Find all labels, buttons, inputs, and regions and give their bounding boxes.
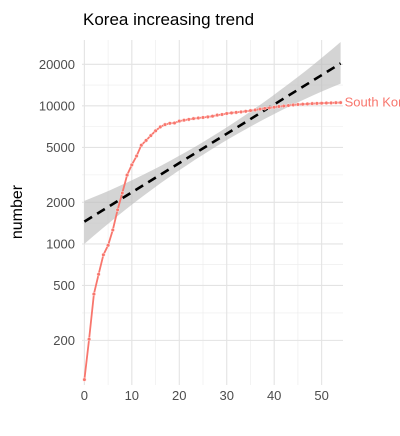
trend-line	[83, 62, 342, 223]
series-points	[82, 100, 343, 382]
data-point	[272, 105, 277, 110]
data-point	[134, 153, 139, 158]
y-tick-label: 1000	[46, 236, 75, 251]
data-point	[267, 105, 272, 110]
data-point	[91, 292, 96, 297]
data-point	[329, 100, 334, 105]
y-axis-label: number	[9, 184, 26, 239]
data-point	[181, 118, 186, 123]
y-tick-label: 10000	[39, 98, 75, 113]
data-point	[205, 114, 210, 119]
grid-major	[82, 40, 343, 385]
data-point	[144, 138, 149, 143]
data-point	[253, 107, 258, 112]
x-tick-label: 20	[172, 388, 186, 403]
data-point	[248, 108, 253, 113]
data-point	[305, 101, 310, 106]
data-point	[191, 116, 196, 121]
x-tick-label: 30	[220, 388, 234, 403]
y-tick-label: 500	[53, 278, 75, 293]
data-point	[319, 101, 324, 106]
data-point	[139, 143, 144, 148]
trend-fit-line	[83, 62, 342, 223]
data-point	[106, 243, 111, 248]
data-point	[295, 102, 300, 107]
data-point	[281, 103, 286, 108]
data-point	[82, 377, 87, 382]
x-tick-label: 10	[125, 388, 139, 403]
data-point	[310, 101, 315, 106]
data-point	[148, 133, 153, 138]
data-point	[276, 104, 281, 109]
data-point	[129, 162, 134, 167]
data-point	[115, 207, 120, 212]
data-point	[234, 110, 239, 115]
x-tick-label: 40	[267, 388, 281, 403]
y-tick-label: 2000	[46, 195, 75, 210]
data-point	[324, 100, 329, 105]
data-point	[291, 102, 296, 107]
data-point	[125, 173, 130, 178]
data-point	[338, 100, 343, 105]
data-point	[177, 119, 182, 124]
data-point	[110, 227, 115, 232]
data-point	[224, 111, 229, 116]
data-point	[314, 101, 319, 106]
data-point	[262, 106, 267, 111]
data-point	[243, 109, 248, 114]
data-point	[229, 110, 234, 115]
series-label: South Korea	[345, 95, 400, 110]
data-point	[286, 103, 291, 108]
data-point	[96, 272, 101, 277]
y-axis-ticks: 200 500 1000 2000 5000 10000 20000	[39, 57, 75, 348]
data-point	[210, 114, 215, 119]
data-point	[196, 115, 201, 120]
data-point	[101, 252, 106, 257]
x-tick-label: 0	[81, 388, 88, 403]
x-tick-label: 50	[314, 388, 328, 403]
y-tick-label: 5000	[46, 140, 75, 155]
data-point	[219, 112, 224, 117]
data-point	[87, 337, 92, 342]
series-labels: South Korea	[345, 95, 400, 110]
x-axis-ticks: 0 10 20 30 40 50	[81, 388, 329, 403]
data-point	[200, 115, 205, 120]
y-tick-label: 200	[53, 333, 75, 348]
data-point	[162, 122, 167, 127]
data-point	[300, 102, 305, 107]
data-point	[158, 124, 163, 129]
data-point	[333, 100, 338, 105]
data-point	[120, 190, 125, 195]
data-point	[167, 121, 172, 126]
chart-title: Korea increasing trend	[83, 10, 254, 29]
y-tick-label: 20000	[39, 57, 75, 72]
grid-minor	[82, 40, 343, 385]
data-point	[172, 120, 177, 125]
data-point	[238, 109, 243, 114]
data-point	[186, 117, 191, 122]
data-point	[258, 107, 263, 112]
data-point	[215, 113, 220, 118]
data-point	[153, 128, 158, 133]
